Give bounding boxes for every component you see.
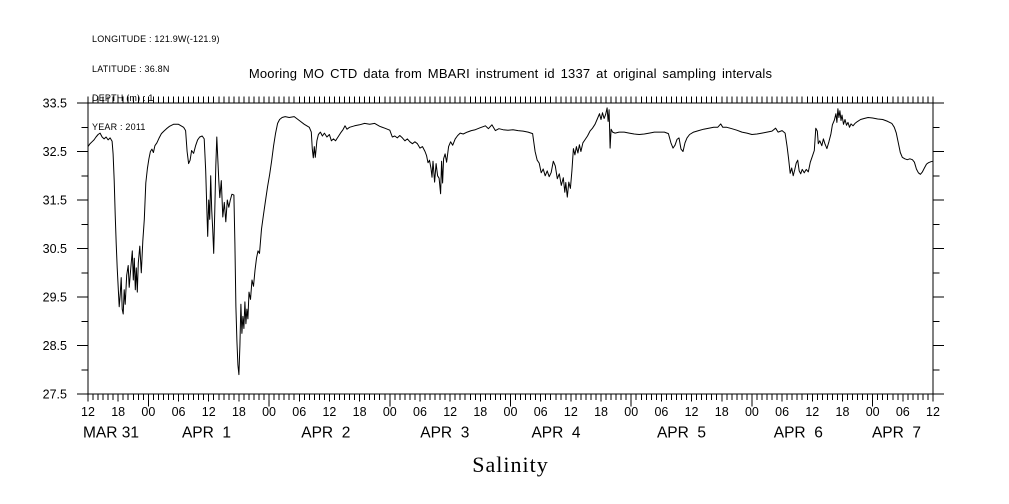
x-date-label: APR 5 [657, 425, 706, 442]
x-date-label: APR 6 [774, 425, 823, 442]
x-hour-label: 12 [443, 405, 457, 419]
year-line: YEAR : 2011 [92, 121, 146, 132]
x-hour-label: 00 [866, 405, 880, 419]
x-date-label: APR 3 [420, 425, 469, 442]
x-hour-label: 12 [685, 405, 699, 419]
salinity-line [87, 107, 934, 376]
x-hour-label: 06 [534, 405, 548, 419]
y-tick-label: 27.5 [43, 388, 67, 402]
x-hour-label: 12 [81, 405, 95, 419]
x-hour-label: 00 [624, 405, 638, 419]
x-hour-label: 18 [594, 405, 608, 419]
latitude-line: LATITUDE : 36.8N [92, 63, 170, 74]
x-hour-label: 12 [805, 405, 819, 419]
x-hour-label: 18 [473, 405, 487, 419]
x-hour-label: 00 [745, 405, 759, 419]
plot-frame [87, 102, 934, 395]
x-hour-label: 06 [896, 405, 910, 419]
x-hour-label: 12 [202, 405, 216, 419]
x-date-label: APR 1 [182, 425, 231, 442]
x-date-label: MAR 31 [83, 425, 139, 442]
x-hour-label: 12 [322, 405, 336, 419]
x-hour-label: 06 [654, 405, 668, 419]
longitude-line: LONGITUDE : 121.9W(-121.9) [92, 34, 220, 45]
y-tick-label: 28.5 [43, 339, 67, 353]
y-tick-label: 30.5 [43, 242, 67, 256]
x-date-label: APR 7 [872, 425, 921, 442]
y-tick-label: 29.5 [43, 291, 67, 305]
y-tick-label: 32.5 [43, 145, 67, 159]
x-hour-label: 18 [353, 405, 367, 419]
x-hour-label: 18 [715, 405, 729, 419]
x-date-label: APR 4 [531, 425, 580, 442]
x-hour-label: 06 [775, 405, 789, 419]
chart-title: Mooring MO CTD data from MBARI instrumen… [248, 66, 773, 81]
x-hour-label: 06 [172, 405, 186, 419]
y-tick-label: 31.5 [43, 194, 67, 208]
x-hour-label: 06 [292, 405, 306, 419]
x-hour-label: 18 [836, 405, 850, 419]
x-hour-label: 00 [504, 405, 518, 419]
x-hour-label: 00 [262, 405, 276, 419]
y-tick-label: 33.5 [43, 97, 67, 111]
x-hour-label: 18 [232, 405, 246, 419]
x-hour-label: 06 [413, 405, 427, 419]
x-hour-label: 12 [564, 405, 578, 419]
x-date-label: APR 2 [301, 425, 350, 442]
x-axis-label: Salinity [472, 452, 549, 477]
x-hour-label: 18 [111, 405, 125, 419]
x-hour-label: 00 [383, 405, 397, 419]
x-hour-label: 12 [926, 405, 940, 419]
x-hour-label: 00 [141, 405, 155, 419]
